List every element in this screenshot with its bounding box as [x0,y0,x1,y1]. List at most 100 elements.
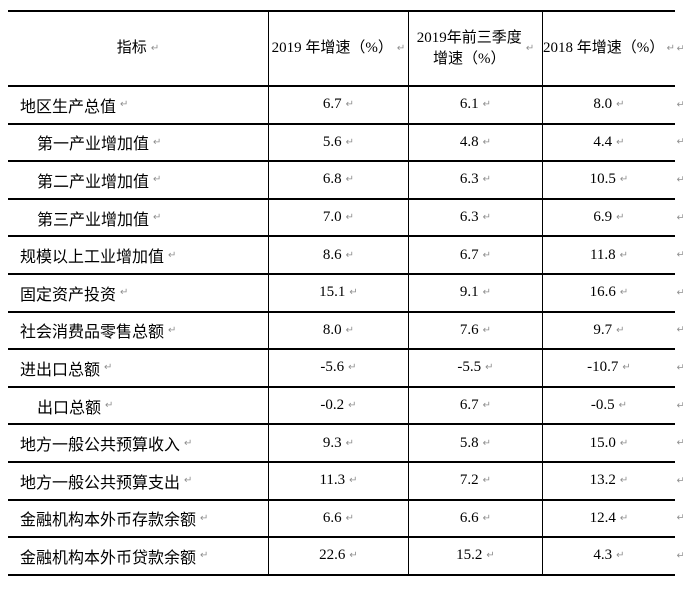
growth-2019-q1q3-cell: 6.7 ↵ [408,387,542,424]
paragraph-mark-icon: ↵ [345,174,355,186]
paragraph-mark-icon: ↵ [482,475,492,487]
growth-2019-value: 7.0 [322,209,342,226]
paragraph-mark-icon: ↵ [616,324,625,336]
growth-2019-cell: 5.6 ↵ [268,124,408,161]
paragraph-mark-icon: ↵ [105,400,114,412]
paragraph-mark-icon: ↵ [482,99,492,111]
paragraph-mark-icon: ↵ [622,362,631,374]
growth-2019-cell: 6.8 ↵ [268,162,408,198]
table-header-row: 指标 ↵ 2019 年增速（%） ↵ 2019年前三季度 增速（%） ↵ 2018 年… [8,12,683,87]
growth-2019-cell: 11.3 ↵ [268,462,408,499]
paragraph-mark-icon: ↵ [619,437,629,449]
growth-2019-q1q3-cell: 9.1 ↵ [408,274,542,311]
growth-2019-value: -0.2 [320,397,345,414]
paragraph-mark-icon: ↵ [616,550,625,562]
growth-2019-q1q3-value: 7.2 [459,472,479,489]
growth-2019-cell: 22.6 ↵ [268,538,408,574]
paragraph-mark-icon: ↵ [345,99,355,111]
growth-2018-value: 12.4 [589,509,616,526]
growth-2019-cell: 7.0 ↵ [268,199,408,236]
indicator-cell: 进出口总额 ↵ [8,350,268,386]
header-cell-2019-q1q3-growth: 2019年前三季度 增速（%） ↵ [408,12,542,85]
growth-2019-q1q3-value: 5.8 [459,434,479,451]
growth-2018-cell: 15.0 ↵ [542,425,675,461]
row-end-mark: ↵ [676,362,683,374]
header-cell-indicator: 指标 ↵ [8,12,268,85]
table-row: 地方一般公共预算收入 ↵ 9.3 ↵ 5.8 ↵ 15.0 ↵ ↵ [8,425,683,463]
header-cell-2018-growth: 2018 年增速（%） ↵ [542,12,675,85]
growth-2018-value: 4.4 [593,133,613,150]
indicator-cell: 地方一般公共预算支出 ↵ [8,463,268,499]
growth-2019-value: 8.6 [322,246,342,263]
row-end-mark: ↵ [676,437,683,449]
growth-2018-value: 15.0 [589,434,616,451]
growth-2019-value: 11.3 [319,472,346,489]
paragraph-mark-icon: ↵ [184,437,193,449]
growth-2018-value: 4.3 [593,547,613,564]
indicator-cell: 出口总额 ↵ [8,388,268,424]
growth-2019-value: 6.8 [322,171,342,188]
growth-2019-q1q3-cell: 7.6 ↵ [408,312,542,349]
paragraph-mark-icon: ↵ [168,249,177,261]
header-label-2019-q1q3-growth: 2019年前三季度 增速（%） [416,29,522,67]
growth-2018-cell: 4.4 ↵ [542,124,675,161]
growth-2018-value: 16.6 [589,284,616,301]
growth-2019-q1q3-value: 6.1 [459,96,479,113]
paragraph-mark-icon: ↵ [482,212,492,224]
table-row: 进出口总额 ↵ -5.6 ↵ -5.5 ↵ -10.7 ↵ ↵ [8,350,683,388]
growth-2019-value: 5.6 [322,133,342,150]
growth-2018-value: -10.7 [587,359,619,376]
table-row: 社会消费品零售总额 ↵ 8.0 ↵ 7.6 ↵ 9.7 ↵ ↵ [8,312,683,351]
paragraph-mark-icon: ↵ [200,512,209,524]
growth-2019-q1q3-value: 15.2 [456,547,483,564]
paragraph-mark-icon: ↵ [200,550,209,562]
paragraph-mark-icon: ↵ [345,249,355,261]
growth-2019-cell: 9.3 ↵ [268,425,408,461]
paragraph-mark-icon: ↵ [104,362,113,374]
paragraph-mark-icon: ↵ [348,400,357,412]
table-row: 金融机构本外币贷款余额 ↵ 22.6 ↵ 15.2 ↵ 4.3 ↵ ↵ [8,538,683,576]
growth-2019-q1q3-value: 6.3 [459,171,479,188]
indicator-label: 第三产业增加值 [37,211,150,229]
row-end-mark: ↵ [676,475,683,487]
paragraph-mark-icon: ↵ [482,136,492,148]
paragraph-mark-icon: ↵ [153,136,162,148]
growth-2019-q1q3-cell: -5.5 ↵ [408,350,542,386]
paragraph-mark-icon: ↵ [616,136,625,148]
table-row: 第二产业增加值 ↵ 6.8 ↵ 6.3 ↵ 10.5 ↵ ↵ [8,162,683,200]
indicator-label: 规模以上工业增加值 [20,249,165,267]
row-end-mark: ↵ [676,99,683,111]
growth-2019-q1q3-cell: 6.3 ↵ [408,162,542,198]
paragraph-mark-icon: ↵ [482,249,492,261]
paragraph-mark-icon: ↵ [345,437,355,449]
indicator-label: 第二产业增加值 [37,173,150,191]
header-label-2018-growth: 2018 年增速（%） [543,40,665,56]
growth-2019-q1q3-cell: 7.2 ↵ [408,462,542,499]
paragraph-mark-icon: ↵ [168,324,177,336]
indicator-cell: 社会消费品零售总额 ↵ [8,313,268,349]
growth-2018-value: 13.2 [589,472,616,489]
growth-2018-cell: 8.0 ↵ [542,87,675,123]
growth-2019-q1q3-value: 4.8 [459,133,479,150]
paragraph-mark-icon: ↵ [616,212,625,224]
paragraph-mark-icon: ↵ [666,43,675,54]
row-end-mark: ↵ [676,324,683,336]
indicators-table: 指标 ↵ 2019 年增速（%） ↵ 2019年前三季度 增速（%） ↵ 2018 年… [8,10,683,576]
growth-2019-q1q3-value: 6.7 [459,246,479,263]
growth-2019-cell: -5.6 ↵ [268,350,408,386]
indicator-cell: 地区生产总值 ↵ [8,87,268,123]
growth-2019-value: 22.6 [319,547,346,564]
growth-2019-value: 15.1 [319,284,346,301]
row-end-mark: ↵ [676,136,683,148]
paragraph-mark-icon: ↵ [485,362,494,374]
paragraph-mark-icon: ↵ [153,212,162,224]
growth-2019-cell: 6.6 ↵ [268,500,408,537]
growth-2018-cell: 10.5 ↵ [542,162,675,198]
indicator-label: 地方一般公共预算收入 [20,437,181,455]
paragraph-mark-icon: ↵ [482,437,492,449]
growth-2019-q1q3-cell: 6.6 ↵ [408,500,542,537]
paragraph-mark-icon: ↵ [486,550,495,562]
paragraph-mark-icon: ↵ [619,174,629,186]
growth-2018-cell: 13.2 ↵ [542,462,675,499]
growth-2019-q1q3-value: 7.6 [459,321,479,338]
